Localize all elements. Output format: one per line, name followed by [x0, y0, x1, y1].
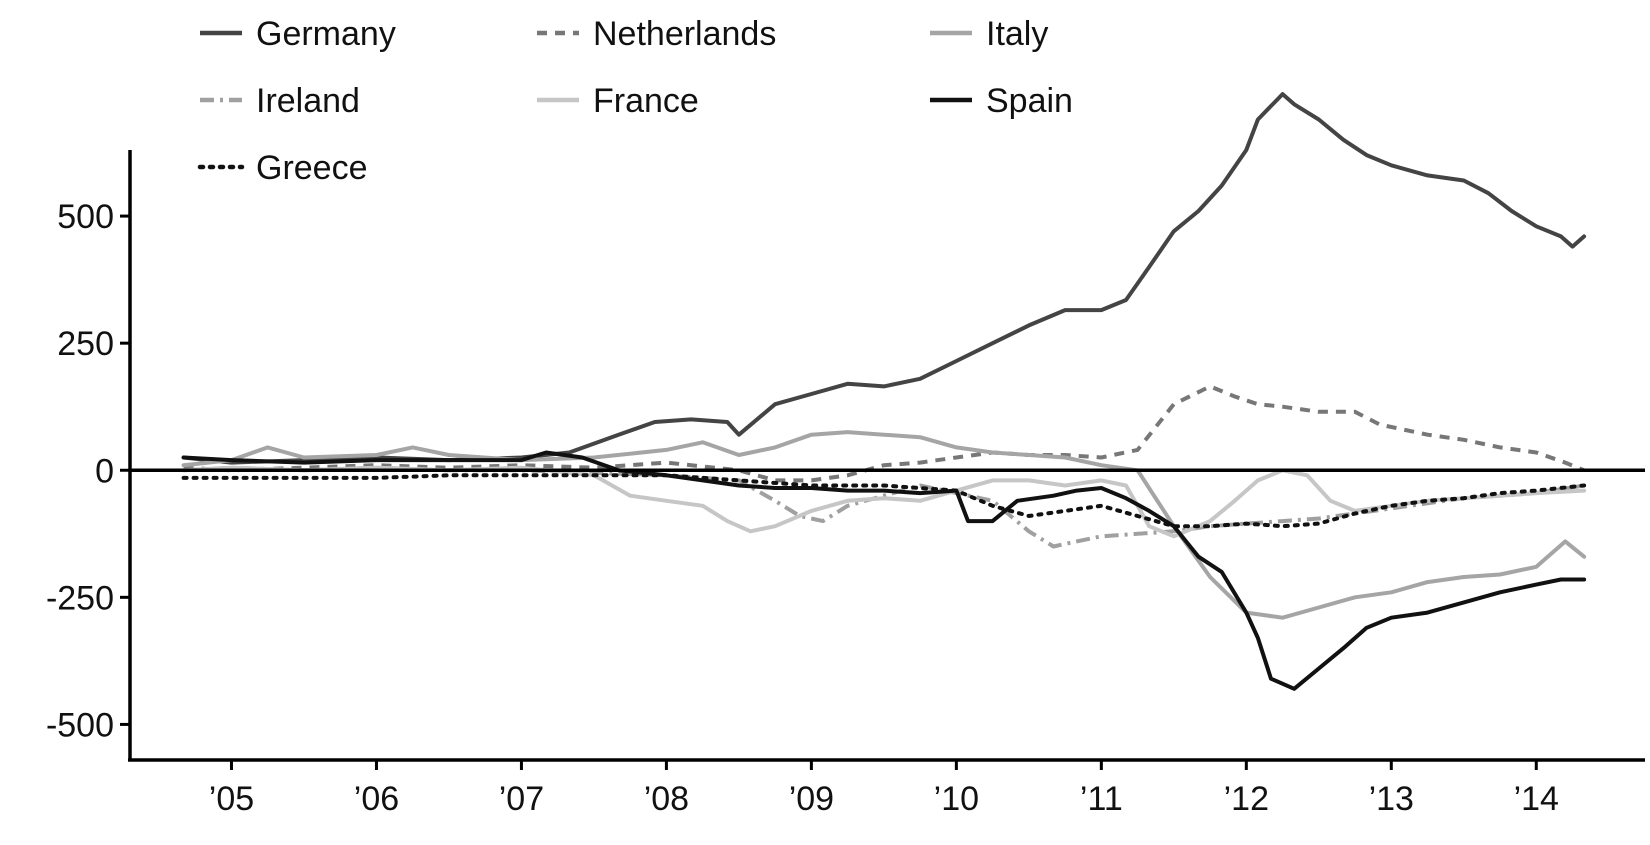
x-tick-label: ’07 — [499, 780, 544, 818]
series-line-france — [181, 465, 1587, 539]
y-tick-label: 250 — [57, 325, 114, 363]
legend-label: Greece — [256, 149, 368, 187]
series-line-italy — [181, 430, 1587, 620]
series-layer — [181, 92, 1587, 691]
y-ticks: 500 250 0 -250 -500 — [46, 198, 130, 744]
x-tick-label: ’11 — [1080, 780, 1123, 818]
x-tick-label: ’13 — [1369, 780, 1414, 818]
y-tick-label: 0 — [95, 452, 114, 490]
legend-item-germany: Germany — [200, 15, 396, 53]
legend-item-netherlands: Netherlands — [537, 15, 776, 53]
y-tick-label: 500 — [57, 198, 114, 236]
legend-item-greece: Greece — [197, 149, 368, 187]
legend-label: France — [593, 82, 699, 120]
series-line-spain — [181, 450, 1587, 691]
x-tick-label: ’06 — [354, 780, 399, 818]
x-tick-label: ’14 — [1514, 780, 1559, 818]
legend-label: Spain — [986, 82, 1073, 120]
x-tick-label: ’08 — [644, 780, 689, 818]
series-line-germany — [181, 92, 1587, 465]
x-tick-label: ’10 — [934, 780, 979, 818]
x-tick-label: ’09 — [789, 780, 834, 818]
legend-label: Germany — [256, 15, 396, 53]
y-tick-label: -500 — [46, 706, 114, 744]
legend-item-ireland: Ireland — [200, 82, 360, 120]
x-tick-label: ’05 — [209, 780, 254, 818]
legend-item-italy: Italy — [930, 15, 1048, 53]
legend-item-spain: Spain — [930, 82, 1073, 120]
legend-label: Netherlands — [593, 15, 776, 53]
legend: Germany Netherlands Italy Ireland France Spai… — [197, 15, 1073, 187]
legend-label: Italy — [986, 15, 1048, 53]
legend-label: Ireland — [256, 82, 360, 120]
y-tick-label: -250 — [46, 579, 114, 617]
x-ticks: ’05 ’06 ’07 ’08 ’09 ’10 ’11 ’12 ’13 ’14 — [209, 760, 1559, 818]
x-tick-label: ’12 — [1224, 780, 1269, 818]
legend-item-france: France — [537, 82, 699, 120]
series-line-greece — [181, 473, 1587, 529]
